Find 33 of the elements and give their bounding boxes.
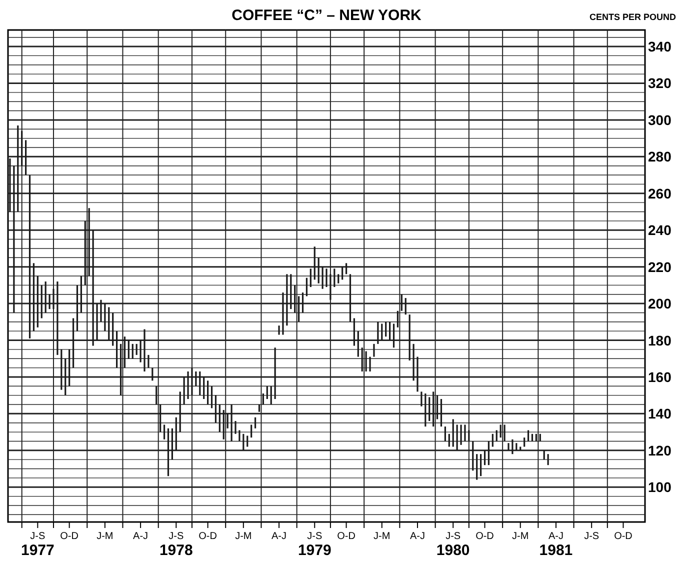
y-tick-label: 340 — [648, 38, 672, 55]
x-tick-label: J-M — [374, 531, 390, 542]
y-tick-label: 100 — [648, 479, 672, 496]
x-tick-label: A-J — [133, 531, 148, 542]
x-tick-label: A-J — [410, 531, 425, 542]
y-tick-label: 240 — [648, 222, 672, 238]
x-tick-label: J-M — [512, 531, 529, 542]
x-tick-label: J-S 1980 — [436, 531, 470, 559]
x-tick-label: J-M — [235, 531, 252, 542]
y-tick-label: 220 — [648, 258, 672, 275]
x-tick-label: O-D — [60, 531, 78, 542]
x-tick-label: A-J 1981 — [539, 531, 573, 559]
y-tick-label: 300 — [648, 112, 672, 128]
y-axis-title: CENTS PER POUND — [589, 12, 676, 22]
y-tick-label: 260 — [648, 185, 672, 202]
chart-title: COFFEE “C” – NEW YORK — [232, 7, 422, 24]
y-tick-label: 200 — [648, 296, 672, 312]
x-tick-label: J-S — [584, 531, 600, 542]
x-tick-label: J-S 1979 — [298, 531, 332, 559]
y-tick-label: 280 — [648, 148, 672, 165]
y-tick-label: 140 — [648, 406, 672, 422]
x-tick-label: O-D — [476, 531, 494, 542]
x-tick-label: O-D — [337, 531, 356, 542]
x-tick-label: J-S 1978 — [159, 531, 193, 559]
x-tick-label: J-S 1977 — [20, 531, 54, 559]
y-tick-label: 160 — [648, 368, 672, 385]
y-tick-label: 180 — [648, 332, 672, 348]
x-tick-label: O-D — [614, 531, 632, 542]
x-tick-label: A-J — [272, 531, 287, 542]
x-tick-label: O-D — [198, 531, 217, 542]
x-tick-label: J-M — [96, 531, 114, 542]
y-tick-label: 320 — [648, 75, 672, 92]
y-tick-label: 120 — [648, 442, 672, 458]
